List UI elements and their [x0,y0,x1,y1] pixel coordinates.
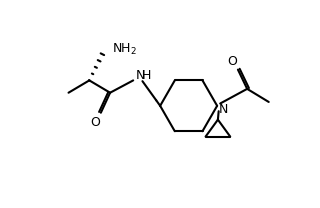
Text: N: N [135,68,145,82]
Text: H: H [142,68,151,82]
Text: NH$_2$: NH$_2$ [112,42,137,57]
Text: O: O [91,116,100,129]
Text: O: O [228,55,237,68]
Text: N: N [219,103,228,116]
